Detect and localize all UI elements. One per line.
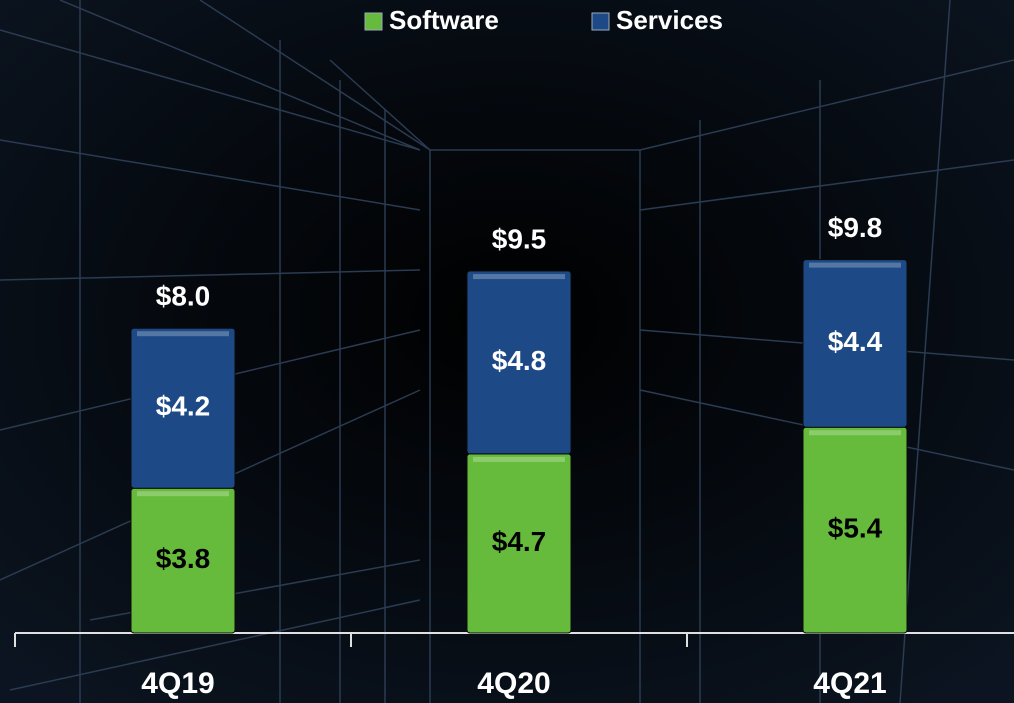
x-tick-label: 4Q21 xyxy=(813,667,886,700)
x-tick-label: 4Q20 xyxy=(477,667,550,700)
bar-segment xyxy=(802,259,908,428)
data-label: $4.7 xyxy=(492,526,547,557)
bar-highlight xyxy=(137,331,229,337)
legend-label: Software xyxy=(389,5,499,35)
legend-swatch xyxy=(591,12,610,31)
bar-highlight xyxy=(473,274,565,280)
data-label: $4.4 xyxy=(828,326,883,357)
data-label: $5.4 xyxy=(828,513,883,544)
bar-highlight xyxy=(809,262,901,268)
data-label: $4.8 xyxy=(492,345,547,376)
data-label: $4.2 xyxy=(156,391,211,422)
total-label: $8.0 xyxy=(156,281,211,312)
bar-highlight xyxy=(473,456,565,462)
total-label: $9.8 xyxy=(828,212,883,243)
bar-segment xyxy=(466,270,572,455)
bar-highlight xyxy=(137,491,229,497)
bar-highlight xyxy=(809,430,901,436)
data-label: $3.8 xyxy=(156,543,211,574)
legend-swatch xyxy=(364,12,383,31)
total-label: $9.5 xyxy=(492,223,547,254)
bar-segment xyxy=(130,327,236,489)
legend-label: Services xyxy=(616,5,723,35)
x-tick-label: 4Q19 xyxy=(141,667,214,700)
